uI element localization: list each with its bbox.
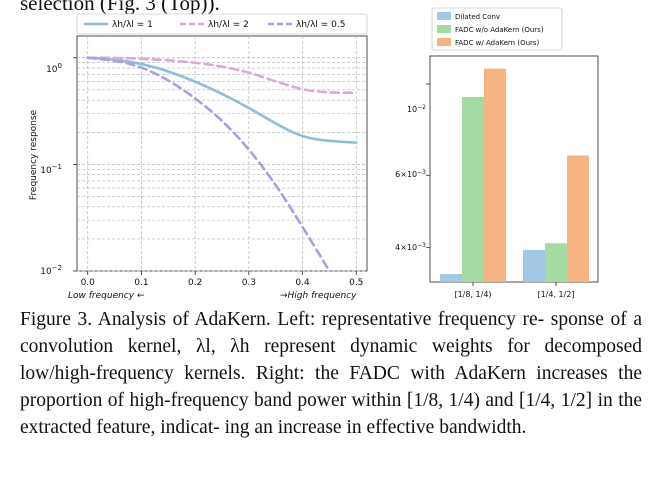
caption-line-5: power within [1/8, 1/4) and [1/4, 1/2] i… <box>20 390 643 438</box>
legend-label-ratio-1: λh/λl = 1 <box>112 20 153 30</box>
caption-label: Figure 3. <box>20 309 93 330</box>
x-tick-label: 0.2 <box>188 278 202 288</box>
band-power-bar-chart: 10−2 6×10−3 4×10−3 [1/8, 1/4) [1/4, 1/2]… <box>395 7 599 299</box>
legend-label-ratio-2: λh/λl = 2 <box>208 20 249 30</box>
left-legend-box <box>76 13 368 35</box>
left-series-lines <box>86 56 358 273</box>
xlabel-high: →High frequency <box>280 291 357 300</box>
category-label-1: [1/8, 1/4) <box>454 290 491 299</box>
caption-line-2: sponse of a convolution kernel, λl, λh r… <box>20 309 643 357</box>
frequency-response-chart: 0.0 0.1 0.2 0.3 0.4 0.5 100 10−1 10−2 Frequen… <box>29 13 368 300</box>
y-tick-6e-3: 6×10−3 <box>395 169 426 179</box>
caption-line-4: with AdaKern increases the proportion of… <box>20 363 643 411</box>
caption-line-6: ing an increase in effective bandwidth. <box>224 417 527 438</box>
figure-area: 0.0 0.1 0.2 0.3 0.4 0.5 100 10−1 10−2 Frequen… <box>29 7 599 300</box>
bar-0-0 <box>440 274 462 282</box>
figure-caption: Figure 3. Analysis of AdaKern. Left: rep… <box>20 306 642 441</box>
legend-label-w-adakern: FADC w/ AdaKern (Ours) <box>455 39 540 47</box>
left-legend: λh/λl = 1 λh/λl = 2 λh/λl = 0.5 <box>76 13 368 35</box>
legend-label-ratio-0-5: λh/λl = 0.5 <box>296 20 345 30</box>
caption-line-3: for decomposed low/high-frequency kernel… <box>20 336 642 384</box>
bar-0-1 <box>523 249 545 282</box>
category-label-2: [1/4, 1/2] <box>537 290 574 299</box>
bar-1-0 <box>462 96 484 282</box>
x-tick-label: 0.5 <box>349 278 363 288</box>
right-plot-frame <box>429 55 599 283</box>
y-tick-1e-2-right: 10−2 <box>407 104 426 114</box>
y-tick-1e0: 100 <box>46 62 62 75</box>
caption-title: Analysis of AdaKern. <box>97 309 271 330</box>
y-tick-1e-2: 10−2 <box>40 264 62 277</box>
bar-1-1 <box>545 243 567 282</box>
y-tick-4e-3: 4×10−3 <box>395 242 426 252</box>
right-bars <box>426 68 589 286</box>
legend-label-dilated: Dilated Conv <box>455 13 500 21</box>
xlabel-low: Low frequency ← <box>68 291 145 300</box>
y-tick-1e-1: 10−1 <box>40 163 62 176</box>
left-grid <box>73 36 367 272</box>
legend-swatch-w-adakern <box>437 38 451 46</box>
left-plot-frame <box>76 35 368 272</box>
series-line-1 <box>86 56 358 95</box>
left-ylabel: Frequency response <box>29 109 39 200</box>
x-tick-label: 0.0 <box>81 278 96 288</box>
x-tick-label: 0.4 <box>295 278 310 288</box>
legend-label-wo-adakern: FADC w/o AdaKern (Ours) <box>455 26 544 34</box>
left-x-ticks: 0.0 0.1 0.2 0.3 0.4 0.5 <box>81 271 363 288</box>
x-tick-label: 0.3 <box>242 278 256 288</box>
top-text-fragment: selection (Fig. 3 (Top)). <box>20 0 220 15</box>
bar-2-1 <box>567 155 589 282</box>
right-legend: Dilated Conv FADC w/o AdaKern (Ours) FAD… <box>431 7 563 51</box>
series-line-0 <box>86 56 358 144</box>
series-line-2 <box>86 56 331 273</box>
legend-swatch-wo-adakern <box>437 25 451 33</box>
legend-swatch-dilated <box>437 12 451 20</box>
bar-2-0 <box>484 68 506 282</box>
x-tick-label: 0.1 <box>134 278 148 288</box>
caption-line-1: Left: representative frequency re- <box>277 309 545 330</box>
right-legend-box <box>431 7 563 51</box>
